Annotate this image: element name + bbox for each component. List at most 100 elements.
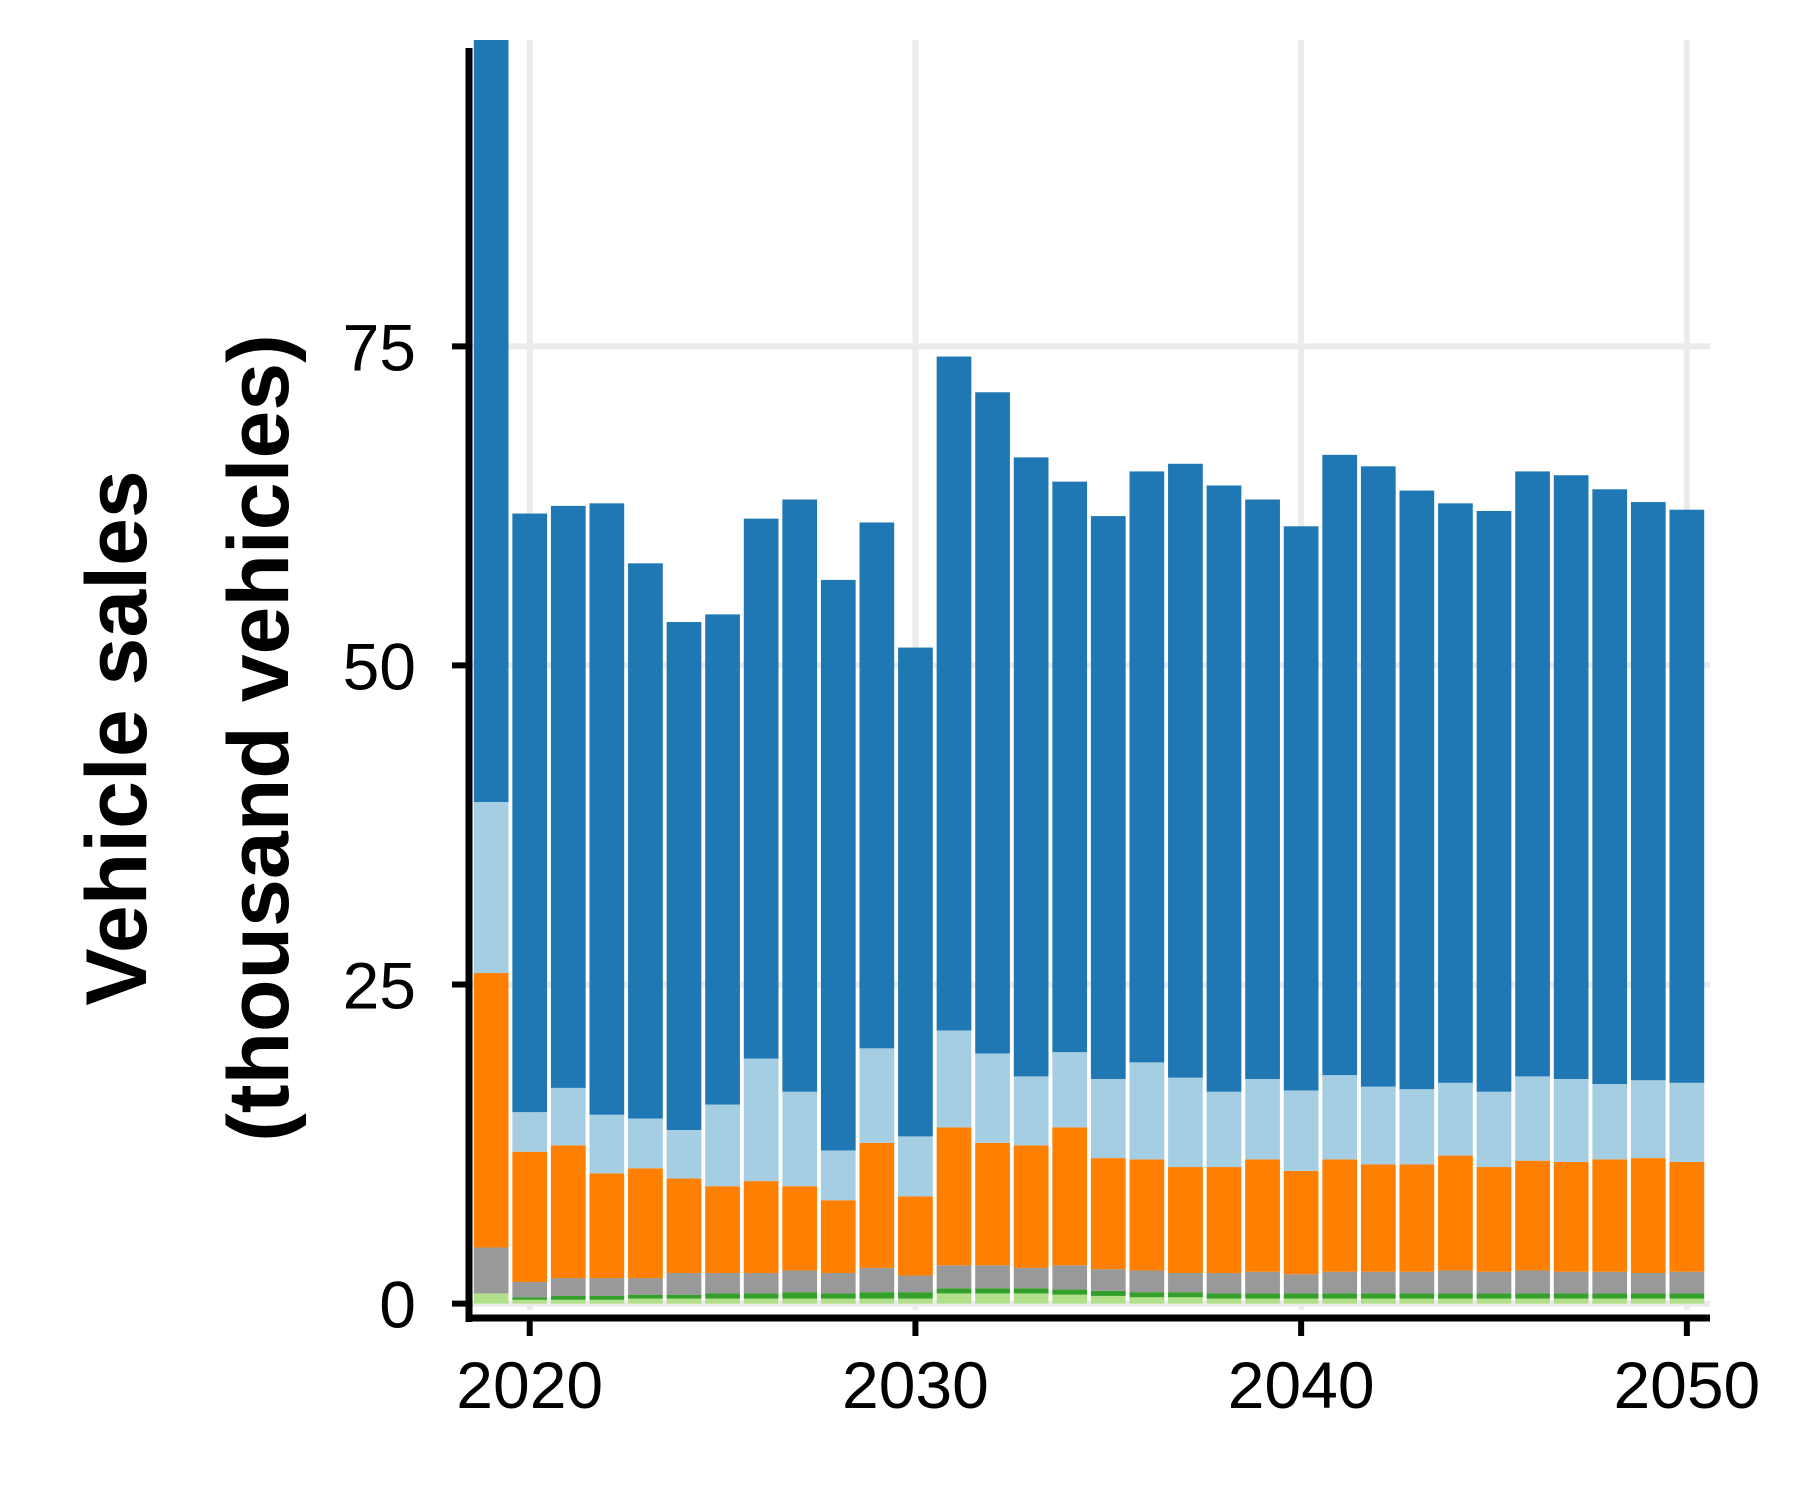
bar-2037-segment-3 bbox=[1168, 1167, 1203, 1273]
bar-2037-segment-4 bbox=[1168, 1077, 1203, 1168]
bar-2043-segment-1 bbox=[1399, 1293, 1435, 1299]
bar-2025-segment-2 bbox=[705, 1272, 740, 1294]
bar-2040-segment-0 bbox=[1283, 1298, 1319, 1304]
bar-2026-segment-5 bbox=[743, 518, 779, 1059]
bar-2027-segment-1 bbox=[782, 1292, 818, 1299]
bar-2023-segment-0 bbox=[628, 1298, 663, 1304]
bar-2032-segment-0 bbox=[975, 1293, 1010, 1304]
bar-2045-segment-4 bbox=[1476, 1091, 1512, 1168]
bar-2032-segment-4 bbox=[975, 1053, 1010, 1143]
bar-2047-segment-5 bbox=[1553, 475, 1589, 1079]
bar-2033-segment-4 bbox=[1013, 1076, 1049, 1146]
bar-2023-segment-4 bbox=[628, 1118, 663, 1169]
bar-2020-segment-3 bbox=[512, 1151, 548, 1282]
bar-2043-segment-3 bbox=[1399, 1164, 1435, 1272]
bar-2039-segment-5 bbox=[1245, 499, 1280, 1079]
bar-2035-segment-0 bbox=[1090, 1295, 1126, 1304]
y-tick-label-25: 25 bbox=[343, 949, 416, 1023]
bar-2025-segment-1 bbox=[705, 1293, 740, 1299]
bar-2036-segment-1 bbox=[1129, 1292, 1165, 1298]
bar-2048-segment-1 bbox=[1592, 1293, 1628, 1299]
bar-2028-segment-0 bbox=[820, 1298, 856, 1304]
bar-2041-segment-1 bbox=[1322, 1293, 1358, 1299]
bar-2032-segment-1 bbox=[975, 1288, 1010, 1294]
bar-2028-segment-1 bbox=[820, 1293, 856, 1299]
bar-2029-segment-5 bbox=[859, 522, 895, 1049]
bar-2042-segment-5 bbox=[1360, 466, 1396, 1087]
bar-2048-segment-0 bbox=[1592, 1298, 1628, 1304]
bar-2025-segment-4 bbox=[705, 1104, 740, 1187]
y-ticks: 0 25 50 75 bbox=[343, 310, 469, 1342]
bar-2024-segment-1 bbox=[666, 1294, 702, 1299]
bar-2026-segment-2 bbox=[743, 1272, 779, 1294]
y-tick-label-0: 0 bbox=[379, 1268, 416, 1342]
bar-2044-segment-0 bbox=[1438, 1298, 1473, 1304]
bar-2045-segment-5 bbox=[1476, 510, 1512, 1092]
bar-2040-segment-5 bbox=[1283, 526, 1319, 1091]
bar-2034-segment-5 bbox=[1052, 481, 1088, 1053]
bar-2042-segment-1 bbox=[1360, 1293, 1396, 1299]
bar-2024-segment-2 bbox=[666, 1272, 702, 1295]
bar-2038-segment-4 bbox=[1206, 1091, 1242, 1168]
bar-2038-segment-2 bbox=[1206, 1272, 1242, 1294]
bar-2036-segment-3 bbox=[1129, 1159, 1165, 1271]
y-axis-title-line-1: Vehicle sales bbox=[69, 470, 165, 1006]
bar-2029-segment-1 bbox=[859, 1292, 895, 1299]
bar-2045-segment-2 bbox=[1476, 1271, 1512, 1294]
bar-2037-segment-0 bbox=[1168, 1297, 1203, 1304]
bar-2033-segment-0 bbox=[1013, 1293, 1049, 1304]
bar-2035-segment-1 bbox=[1090, 1290, 1126, 1296]
bar-2020-segment-0 bbox=[512, 1299, 548, 1304]
bar-2027-segment-5 bbox=[782, 499, 818, 1092]
bar-2033-segment-3 bbox=[1013, 1145, 1049, 1268]
bar-2048-segment-5 bbox=[1592, 489, 1628, 1085]
bar-2031-segment-4 bbox=[936, 1030, 972, 1128]
bar-2038-segment-1 bbox=[1206, 1293, 1242, 1299]
x-ticks: 2020 2030 2040 2050 bbox=[456, 1318, 1760, 1422]
bar-2030-segment-4 bbox=[898, 1136, 933, 1197]
bar-2050-segment-0 bbox=[1669, 1298, 1705, 1304]
bar-2021-segment-2 bbox=[550, 1278, 586, 1296]
bar-2049-segment-1 bbox=[1630, 1293, 1666, 1299]
bar-2033-segment-1 bbox=[1013, 1288, 1049, 1294]
bar-2027-segment-3 bbox=[782, 1186, 818, 1271]
bar-2025-segment-0 bbox=[705, 1298, 740, 1304]
bar-2043-segment-4 bbox=[1399, 1089, 1435, 1165]
y-axis-title: Vehicle sales (thousand vehicles) bbox=[69, 334, 307, 1142]
bar-2030-segment-0 bbox=[898, 1298, 933, 1304]
bar-2025-segment-3 bbox=[705, 1186, 740, 1273]
bar-2031-segment-0 bbox=[936, 1293, 972, 1304]
bar-2039-segment-1 bbox=[1245, 1293, 1280, 1299]
bar-2039-segment-4 bbox=[1245, 1078, 1280, 1160]
bar-2019-segment-2 bbox=[473, 1247, 509, 1294]
bar-2022-segment-0 bbox=[589, 1299, 625, 1304]
bar-2033-segment-5 bbox=[1013, 457, 1049, 1077]
bar-2037-segment-1 bbox=[1168, 1292, 1203, 1298]
bar-2035-segment-4 bbox=[1090, 1078, 1126, 1159]
bar-2033-segment-2 bbox=[1013, 1267, 1049, 1289]
stacked-bars bbox=[473, 40, 1705, 1304]
bar-2045-segment-0 bbox=[1476, 1298, 1512, 1304]
bar-2030-segment-1 bbox=[898, 1292, 933, 1299]
bar-2036-segment-4 bbox=[1129, 1062, 1165, 1160]
bar-2031-segment-2 bbox=[936, 1265, 972, 1289]
bar-2047-segment-4 bbox=[1553, 1078, 1589, 1162]
bar-2041-segment-4 bbox=[1322, 1075, 1358, 1160]
bar-2034-segment-0 bbox=[1052, 1294, 1088, 1304]
bar-2044-segment-1 bbox=[1438, 1293, 1473, 1299]
bar-2040-segment-4 bbox=[1283, 1090, 1319, 1171]
bar-2047-segment-0 bbox=[1553, 1298, 1589, 1304]
bar-2045-segment-3 bbox=[1476, 1167, 1512, 1272]
bar-2027-segment-0 bbox=[782, 1298, 818, 1304]
y-axis-title-line-2: (thousand vehicles) bbox=[211, 334, 307, 1142]
bar-2021-segment-4 bbox=[550, 1087, 586, 1146]
bar-2048-segment-3 bbox=[1592, 1159, 1628, 1272]
bar-2022-segment-3 bbox=[589, 1173, 625, 1279]
bar-2050-segment-5 bbox=[1669, 509, 1705, 1083]
bar-2025-segment-5 bbox=[705, 614, 740, 1105]
bar-2021-segment-5 bbox=[550, 505, 586, 1088]
bar-2042-segment-4 bbox=[1360, 1086, 1396, 1165]
bar-2026-segment-1 bbox=[743, 1293, 779, 1299]
bar-2035-segment-5 bbox=[1090, 516, 1126, 1079]
